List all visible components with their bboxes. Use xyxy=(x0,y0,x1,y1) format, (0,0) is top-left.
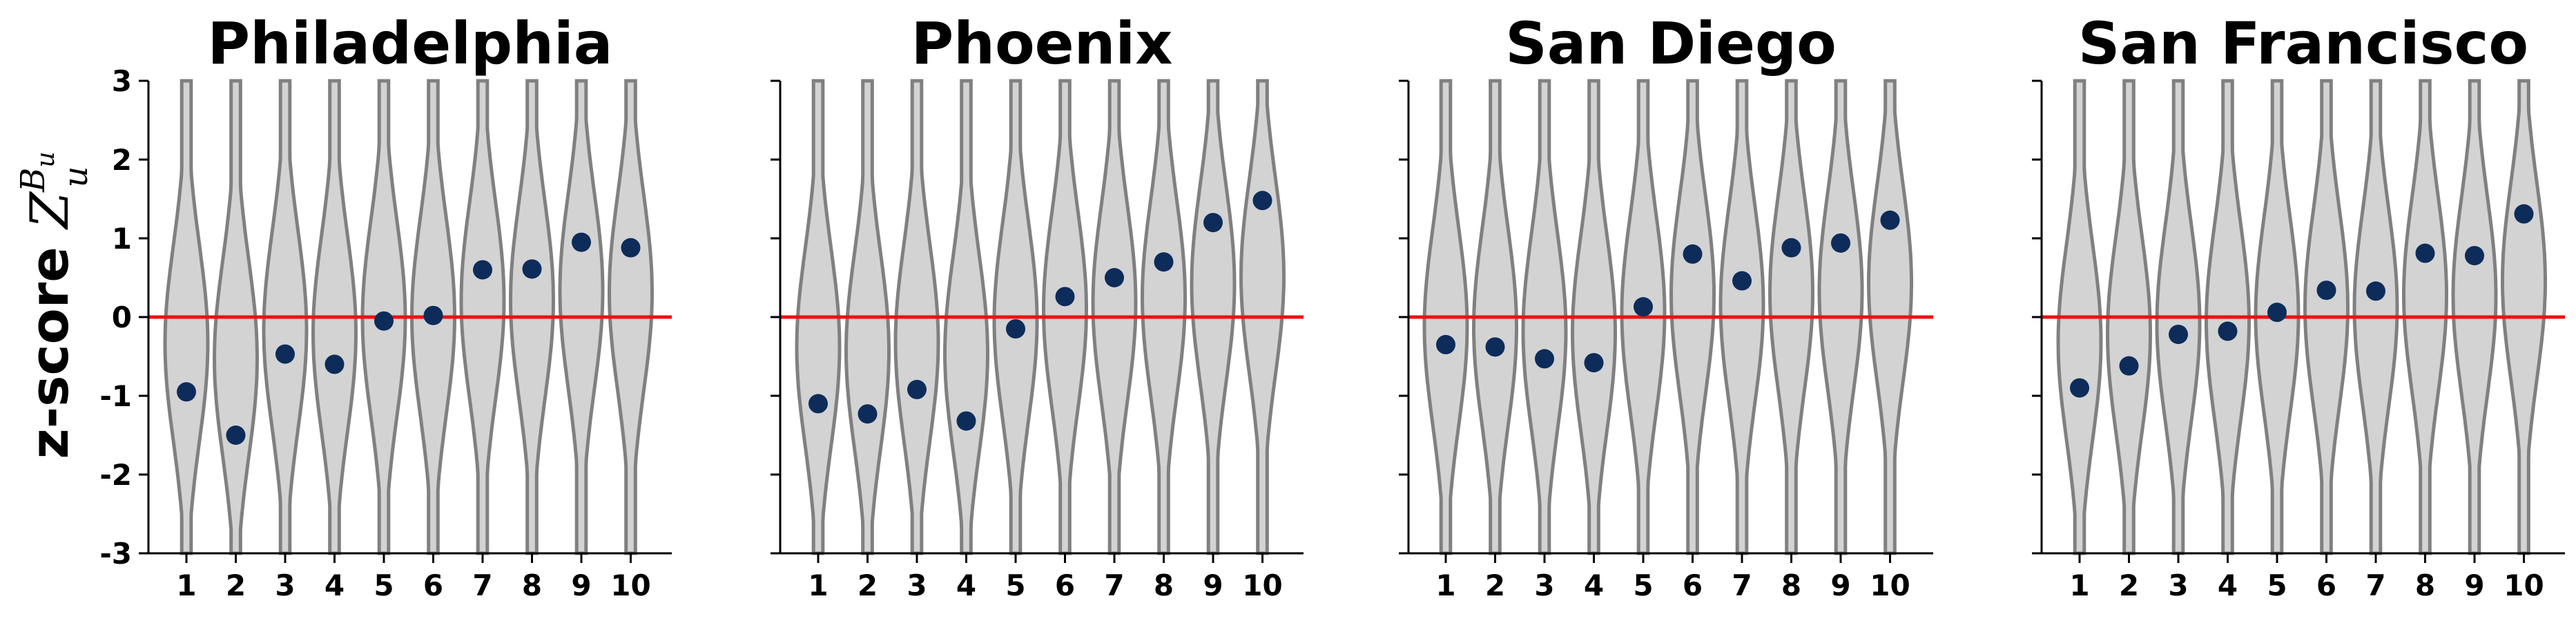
data-point xyxy=(1055,287,1075,307)
y-axis-label: z-score ZBuu xyxy=(14,151,95,459)
x-tick-label: 3 xyxy=(2168,569,2188,602)
x-tick-label: 4 xyxy=(956,569,976,602)
data-point xyxy=(177,382,196,402)
data-point xyxy=(572,232,591,252)
x-tick-label: 2 xyxy=(1485,569,1505,602)
data-point xyxy=(1535,349,1554,369)
x-tick-label: 8 xyxy=(522,569,542,602)
data-point xyxy=(2070,378,2089,398)
data-point xyxy=(907,379,927,399)
x-tick-label: 6 xyxy=(1055,569,1075,602)
data-point xyxy=(275,344,295,364)
x-tick-label: 9 xyxy=(571,569,591,602)
x-tick-label: 8 xyxy=(2415,569,2435,602)
data-point xyxy=(2514,204,2534,224)
x-tick-label: 5 xyxy=(2267,569,2287,602)
data-point xyxy=(1252,191,1272,211)
x-tick-label: 9 xyxy=(2464,569,2484,602)
x-tick-label: 3 xyxy=(1534,569,1554,602)
data-point xyxy=(2169,325,2188,345)
data-point xyxy=(522,259,542,279)
x-tick-label: 2 xyxy=(226,569,246,602)
data-point xyxy=(858,404,878,424)
data-point xyxy=(473,260,492,280)
x-tick-label: 1 xyxy=(2069,569,2089,602)
y-tick-label: 1 xyxy=(112,222,132,256)
panel-title: Philadelphia xyxy=(208,10,613,77)
x-tick-label: 2 xyxy=(858,569,878,602)
data-point xyxy=(1203,213,1223,233)
data-point xyxy=(1436,334,1455,354)
data-point xyxy=(1683,244,1703,264)
x-tick-label: 10 xyxy=(1242,569,1282,602)
data-point xyxy=(1781,238,1801,258)
y-tick-label: -2 xyxy=(99,458,132,492)
x-tick-label: 7 xyxy=(472,569,492,602)
x-tick-label: 10 xyxy=(2504,569,2544,602)
x-tick-label: 1 xyxy=(808,569,828,602)
data-point xyxy=(1634,297,1653,317)
x-tick-label: 6 xyxy=(423,569,443,602)
x-tick-label: 9 xyxy=(1830,569,1850,602)
data-point xyxy=(2465,246,2484,266)
y-tick-label: 2 xyxy=(112,143,132,177)
data-point xyxy=(2218,321,2238,341)
x-tick-label: 2 xyxy=(2119,569,2139,602)
data-point xyxy=(374,311,394,331)
data-point xyxy=(808,394,828,414)
x-tick-label: 8 xyxy=(1154,569,1174,602)
data-point xyxy=(2119,356,2139,376)
y-tick-label: 3 xyxy=(112,64,132,98)
data-point xyxy=(1485,337,1505,357)
x-tick-label: 1 xyxy=(1435,569,1455,602)
data-point xyxy=(1880,210,1900,230)
x-tick-label: 7 xyxy=(1104,569,1124,602)
y-tick-label: -1 xyxy=(99,379,132,413)
data-point xyxy=(423,305,443,325)
data-point xyxy=(1006,319,1025,339)
x-tick-label: 7 xyxy=(2365,569,2385,602)
x-tick-label: 4 xyxy=(325,569,345,602)
panel-title: Phoenix xyxy=(911,10,1173,77)
panel-title: San Diego xyxy=(1505,10,1837,77)
data-point xyxy=(2267,303,2287,323)
data-point xyxy=(1831,233,1850,253)
x-tick-label: 9 xyxy=(1203,569,1223,602)
panel-title: San Francisco xyxy=(2078,10,2528,77)
panel: San Francisco 1 2 3 4 5 6 7 8 9 10 xyxy=(2032,10,2565,602)
x-tick-label: 3 xyxy=(275,569,295,602)
data-point xyxy=(226,426,246,445)
data-point xyxy=(1584,353,1604,373)
panel: San Diego 1 2 3 4 5 6 7 8 9 10 xyxy=(1399,10,1933,602)
data-point xyxy=(1732,271,1752,291)
data-point xyxy=(1154,252,1174,272)
data-point xyxy=(325,354,345,374)
x-tick-label: 10 xyxy=(1870,569,1910,602)
data-point xyxy=(2366,281,2385,301)
x-tick-label: 5 xyxy=(1005,569,1025,602)
x-tick-label: 4 xyxy=(1584,569,1604,602)
x-tick-label: 6 xyxy=(1683,569,1703,602)
panel: Phoenix 1 2 3 4 5 6 7 8 9 10 xyxy=(771,10,1304,602)
x-tick-label: 5 xyxy=(374,569,394,602)
data-point xyxy=(2415,243,2435,263)
x-tick-label: 1 xyxy=(176,569,196,602)
x-tick-label: 7 xyxy=(1732,569,1752,602)
data-point xyxy=(621,238,641,258)
data-point xyxy=(1105,268,1124,287)
data-point xyxy=(956,411,976,431)
x-tick-label: 5 xyxy=(1633,569,1653,602)
data-point xyxy=(2316,280,2336,300)
x-tick-label: 6 xyxy=(2316,569,2336,602)
x-tick-label: 3 xyxy=(907,569,927,602)
x-tick-label: 4 xyxy=(2218,569,2238,602)
x-tick-label: 8 xyxy=(1781,569,1801,602)
y-tick-label: 0 xyxy=(112,300,132,334)
y-tick-label: -3 xyxy=(99,537,132,571)
x-tick-label: 10 xyxy=(610,569,650,602)
